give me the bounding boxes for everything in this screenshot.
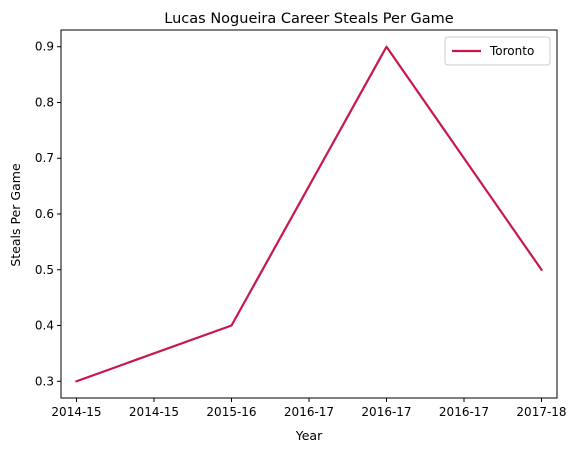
chart-title: Lucas Nogueira Career Steals Per Game bbox=[164, 11, 453, 27]
y-tick-label: 0.5 bbox=[35, 263, 54, 277]
x-axis: 2014-15 2014-15 2015-16 2016-17 2016-17 2016-… bbox=[51, 398, 567, 419]
y-tick-label: 0.4 bbox=[35, 319, 54, 333]
legend: Toronto bbox=[444, 36, 551, 66]
x-tick-label: 2014-15 bbox=[51, 405, 101, 419]
legend-label: Toronto bbox=[489, 44, 534, 58]
plot-frame bbox=[60, 29, 558, 399]
y-tick-label: 0.6 bbox=[35, 207, 54, 221]
x-tick-label: 2017-18 bbox=[516, 405, 566, 419]
x-tick-label: 2016-17 bbox=[439, 405, 489, 419]
y-tick-label: 0.8 bbox=[35, 95, 54, 109]
y-tick-label: 0.9 bbox=[35, 40, 54, 54]
x-tick-label: 2016-17 bbox=[361, 405, 411, 419]
y-tick-label: 0.3 bbox=[35, 374, 54, 388]
x-tick-label: 2014-15 bbox=[129, 405, 179, 419]
series-line-toronto bbox=[75, 45, 544, 383]
plot-area bbox=[75, 45, 544, 383]
x-axis-label: Year bbox=[295, 428, 323, 443]
y-axis: 0.3 0.4 0.5 0.6 0.7 0.8 0.9 bbox=[35, 40, 61, 388]
y-tick-label: 0.7 bbox=[35, 151, 54, 165]
x-tick-label: 2016-17 bbox=[284, 405, 334, 419]
y-axis-label: Steals Per Game bbox=[8, 163, 23, 267]
x-tick-label: 2015-16 bbox=[206, 405, 256, 419]
legend-box bbox=[444, 36, 551, 66]
